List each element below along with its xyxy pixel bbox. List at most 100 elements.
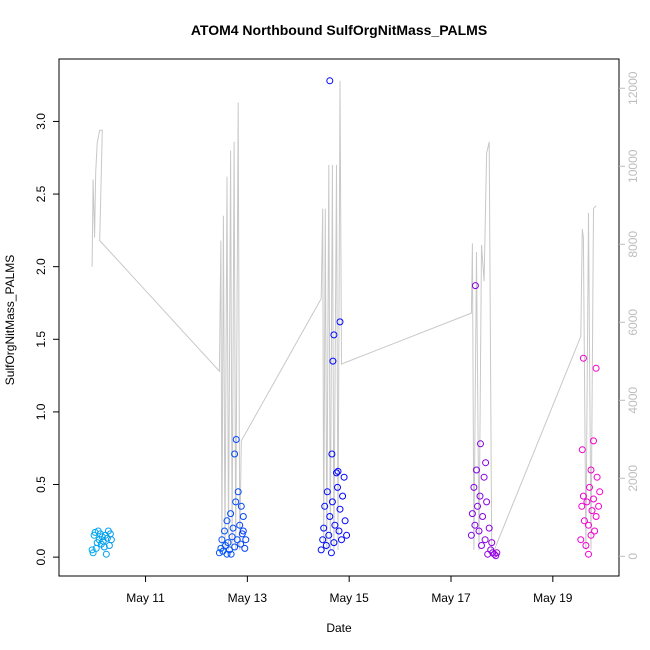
data-point [241, 544, 249, 552]
data-point [242, 536, 250, 544]
data-point [593, 473, 601, 481]
axes-layer: May 11 May 13 May 15 May 17 May 19 0.0 0.5 1.0 1… [34, 71, 640, 605]
data-point [88, 546, 96, 554]
data-point [481, 536, 489, 544]
data-point [224, 539, 232, 547]
y2-tick-label: 2000 [626, 465, 640, 492]
data-point [480, 473, 488, 481]
y-axis-label: SulfOrgNitMass_PALMS [3, 255, 17, 385]
y-tick-label: 0.0 [34, 548, 48, 565]
data-point [227, 550, 235, 558]
x-tick-label: May 17 [431, 591, 471, 605]
data-point [233, 536, 241, 544]
x-axis-label: Date [326, 621, 352, 635]
data-point [227, 510, 235, 518]
data-point [579, 354, 587, 362]
x-tick-label: May 19 [533, 591, 573, 605]
data-point [326, 513, 334, 520]
data-point [339, 492, 347, 500]
data-point [579, 492, 587, 500]
data-point [478, 542, 485, 549]
data-point [335, 527, 343, 535]
data-point [102, 550, 110, 558]
data-point [588, 507, 596, 515]
data-point [328, 450, 336, 458]
data-point [592, 513, 600, 520]
data-point [338, 536, 345, 544]
data-point [577, 536, 585, 544]
data-point [229, 524, 237, 532]
data-point [493, 549, 501, 557]
data-point [232, 498, 240, 506]
plot-frame [58, 58, 620, 577]
data-point [590, 437, 597, 445]
data-point [223, 517, 231, 525]
data-point [483, 498, 491, 506]
data-point [328, 498, 336, 506]
data-point [578, 446, 586, 454]
data-point [223, 550, 231, 558]
data-point [237, 502, 245, 510]
y2-tick-label: 0 [626, 553, 640, 560]
data-point [470, 483, 478, 491]
data-point [485, 524, 493, 532]
data-point [585, 521, 592, 529]
y-tick-label: 1.0 [34, 403, 48, 420]
data-point [578, 502, 586, 510]
data-point [340, 473, 348, 481]
data-point [467, 531, 475, 539]
data-point [341, 517, 349, 525]
y-tick-label: 1.5 [34, 331, 48, 348]
data-point [471, 521, 479, 529]
data-point [327, 549, 335, 557]
y2-tick-label: 4000 [626, 387, 640, 414]
data-point [330, 539, 338, 547]
data-point [585, 550, 592, 558]
x-tick-label: May 13 [228, 591, 268, 605]
data-point [231, 543, 239, 551]
data-point [237, 540, 245, 548]
y-tick-label: 2.5 [34, 185, 48, 202]
data-point [488, 539, 496, 547]
data-point [475, 527, 483, 535]
data-point [473, 466, 480, 474]
data-point [482, 459, 490, 467]
data-point [326, 77, 334, 85]
y-tick-label: 0.5 [34, 476, 48, 493]
data-point [477, 440, 484, 448]
data-point [590, 495, 597, 503]
data-point [221, 527, 228, 535]
data-point [580, 517, 588, 525]
data-point [333, 469, 340, 477]
data-point [474, 502, 481, 510]
x-tick-label: May 15 [330, 591, 370, 605]
data-point [218, 536, 226, 544]
data-point [215, 549, 223, 557]
data-point [236, 521, 244, 529]
data-point [238, 530, 246, 538]
data-point [320, 524, 328, 532]
data-point [239, 527, 247, 535]
data-point [336, 505, 344, 513]
data-point [330, 331, 338, 339]
data-point [232, 436, 240, 443]
data-point [592, 364, 600, 372]
data-point [329, 357, 337, 365]
data-point [582, 542, 590, 549]
y2-tick-label: 6000 [626, 309, 640, 336]
x-tick-label: May 11 [126, 591, 165, 605]
data-point [317, 546, 325, 554]
data-point [334, 483, 341, 491]
data-point [587, 531, 595, 539]
data-point [476, 492, 484, 500]
y-tick-label: 3.0 [34, 113, 48, 130]
data-point [587, 466, 595, 474]
data-point [479, 513, 487, 520]
data-point [107, 536, 115, 544]
chart-title: ATOM4 Northbound SulfOrgNitMass_PALMS [191, 22, 487, 38]
data-point [583, 498, 591, 506]
points-layer [88, 77, 604, 560]
data-point [228, 533, 236, 541]
y2-tick-label: 10000 [626, 149, 640, 183]
